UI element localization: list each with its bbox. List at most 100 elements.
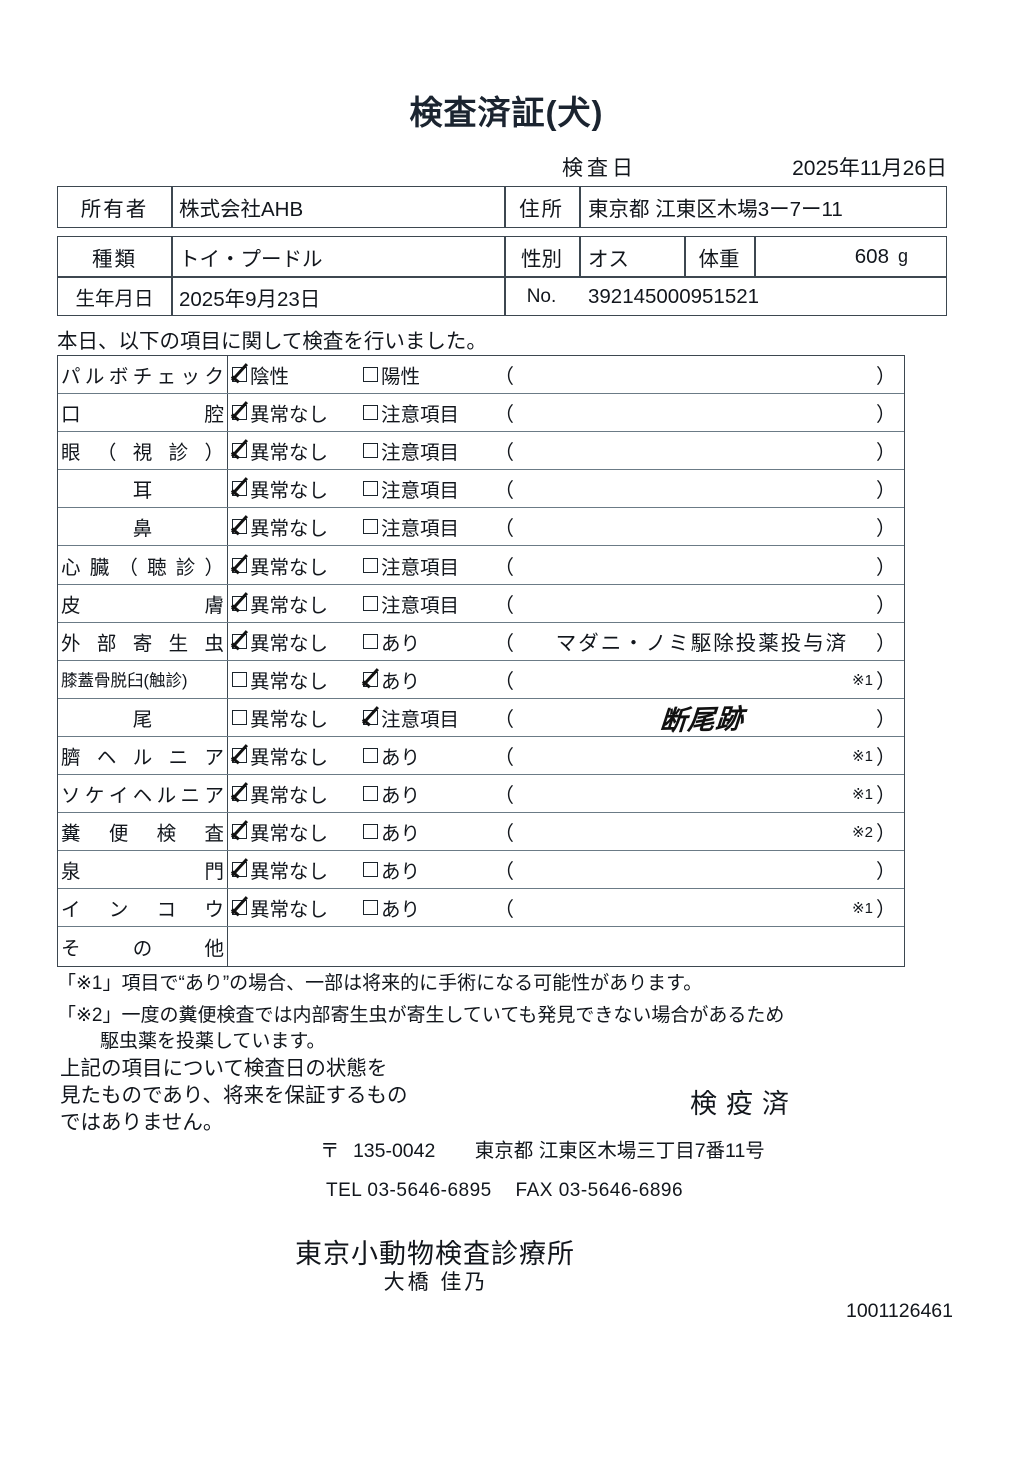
checklist-row-label: 口腔 (58, 394, 228, 432)
checkbox-option-abnormal[interactable]: 注意項目 (363, 703, 459, 732)
checkbox-option-abnormal[interactable]: あり (363, 855, 420, 884)
remark-paren-close: ） (876, 899, 896, 922)
checkbox-option-abnormal[interactable]: 注意項目 (363, 474, 459, 503)
checklist-row: ソケイヘルニア異常なし あり （ ） (58, 775, 904, 814)
checkbox-option-normal[interactable]: 異常なし (232, 627, 328, 656)
checkbox-empty-icon[interactable] (363, 405, 378, 421)
checkbox-option-abnormal[interactable]: 陽性 (363, 360, 420, 389)
checkbox-checked-icon[interactable] (232, 557, 247, 573)
remark-paren-close: ） (876, 594, 896, 617)
checklist-row: 膝蓋骨脱臼(触診) 異常なし あり （ ） (58, 660, 904, 699)
checkbox-checked-icon[interactable] (232, 747, 247, 763)
checkbox-option-normal[interactable]: 異常なし (232, 855, 328, 884)
checklist-row: インコウ異常なし あり （ ） (58, 889, 904, 928)
checklist-row-options: 異常なし あり （ ） (228, 851, 904, 888)
checkbox-empty-icon[interactable] (363, 481, 378, 497)
checkbox-empty-icon[interactable] (363, 633, 378, 649)
remark-paren-close: ） (876, 785, 896, 808)
checkbox-checked-icon[interactable] (232, 633, 247, 649)
checkbox-option-abnormal[interactable]: 注意項目 (363, 512, 459, 541)
checklist-row: その他 (58, 927, 904, 966)
checkbox-checked-icon[interactable] (232, 824, 247, 840)
checkbox-option-abnormal[interactable]: あり (363, 665, 420, 694)
checklist-row-label: ソケイヘルニア (58, 775, 228, 813)
checklist-row: 鼻異常なし 注意項目 （ ） (58, 508, 904, 547)
remark-paren-close: ） (876, 442, 896, 465)
checklist-row-label: 鼻 (58, 508, 228, 546)
checkbox-option-normal[interactable]: 異常なし (232, 474, 328, 503)
checkbox-checked-icon[interactable] (232, 862, 247, 878)
inspection-date-label: 検査日 (562, 157, 637, 180)
checkbox-empty-icon[interactable] (363, 557, 378, 573)
checkbox-option-normal[interactable]: 異常なし (232, 893, 328, 922)
checkbox-empty-icon[interactable] (363, 747, 378, 763)
checkbox-empty-icon[interactable] (363, 443, 378, 459)
checkbox-option-normal[interactable]: 異常なし (232, 589, 328, 618)
checkbox-checked-icon[interactable] (363, 671, 378, 687)
remark-paren-open: （ (494, 556, 514, 579)
remark-paren-close: ） (876, 518, 896, 541)
checkbox-empty-icon[interactable] (363, 862, 378, 878)
checkbox-option-normal[interactable]: 異常なし (232, 398, 328, 427)
checklist-row-label: 泉門 (58, 851, 228, 889)
handwritten-remark: 断尾跡 (658, 703, 746, 737)
checkbox-option-abnormal[interactable]: 注意項目 (363, 589, 459, 618)
checkbox-checked-icon[interactable] (232, 900, 247, 916)
checklist-row-label: 膝蓋骨脱臼(触診) (58, 660, 228, 698)
checkbox-option-abnormal[interactable]: あり (363, 893, 420, 922)
checkbox-option-normal[interactable]: 異常なし (232, 512, 328, 541)
checkbox-empty-icon[interactable] (363, 900, 378, 916)
checkbox-empty-icon[interactable] (363, 595, 378, 611)
checkbox-checked-icon[interactable] (363, 709, 378, 725)
checkbox-checked-icon[interactable] (232, 443, 247, 459)
checkbox-option-label: 異常なし (250, 404, 329, 427)
clinic-address: 東京都 江東区木場三丁目7番11号 (474, 1140, 765, 1162)
checkbox-empty-icon[interactable] (363, 519, 378, 535)
checklist-row-label: 臍ヘルニア (58, 736, 228, 775)
checkbox-option-abnormal[interactable]: あり (363, 627, 420, 656)
checklist-row-options: 異常なし あり （ ） (228, 889, 904, 926)
checkbox-option-normal[interactable]: 異常なし (232, 817, 328, 846)
checkbox-option-label: 注意項目 (381, 556, 460, 579)
checkbox-checked-icon[interactable] (232, 786, 247, 802)
checkbox-option-abnormal[interactable]: あり (363, 817, 420, 846)
checkbox-checked-icon[interactable] (232, 405, 247, 421)
checkbox-empty-icon[interactable] (232, 671, 247, 687)
checkbox-option-abnormal[interactable]: あり (363, 741, 420, 770)
checkbox-option-abnormal[interactable]: 注意項目 (363, 436, 459, 465)
checkbox-checked-icon[interactable] (232, 367, 247, 383)
checkbox-checked-icon[interactable] (232, 481, 247, 497)
checkbox-option-normal[interactable]: 異常なし (232, 436, 328, 465)
checkbox-checked-icon[interactable] (232, 595, 247, 611)
checklist-row-label: 皮膚 (58, 584, 228, 622)
checkbox-option-abnormal[interactable]: 注意項目 (363, 398, 459, 427)
remark-paren-close: ） (876, 823, 896, 846)
checkbox-option-label: 注意項目 (381, 480, 460, 503)
checkbox-option-normal[interactable]: 異常なし (232, 703, 328, 732)
checkbox-option-normal[interactable]: 異常なし (232, 665, 328, 694)
footnote-marker: ※1 (852, 786, 873, 804)
checklist-row: パルボチェック陰性 陽性 （ ） (58, 356, 904, 395)
checkbox-option-abnormal[interactable]: あり (363, 779, 420, 808)
remark-paren-close: ） (876, 670, 896, 693)
disclaimer-line-3: ではありません。 (60, 1111, 224, 1134)
page-title: 検査済証(犬) (409, 94, 604, 131)
owner-address-value: 東京都 江東区木場3ー7ー11 (588, 198, 843, 221)
checkbox-empty-icon[interactable] (363, 824, 378, 840)
checkbox-empty-icon[interactable] (363, 786, 378, 802)
checkbox-option-normal[interactable]: 異常なし (232, 779, 328, 808)
owner-label: 所有者 (80, 198, 149, 221)
checklist-row-options (228, 927, 904, 965)
checkbox-option-label: 注意項目 (381, 518, 460, 541)
checkbox-option-abnormal[interactable]: 注意項目 (363, 551, 459, 580)
checkbox-empty-icon[interactable] (363, 367, 378, 383)
checkbox-option-label: 陰性 (250, 366, 290, 389)
checkbox-option-normal[interactable]: 異常なし (232, 551, 328, 580)
checkbox-option-normal[interactable]: 異常なし (232, 741, 328, 770)
remark-paren-open: （ (494, 594, 514, 617)
remark-paren-open: （ (494, 746, 514, 769)
checkbox-checked-icon[interactable] (232, 519, 247, 535)
checkbox-option-label: 異常なし (250, 480, 329, 503)
checkbox-empty-icon[interactable] (232, 709, 247, 725)
checkbox-option-normal[interactable]: 陰性 (232, 360, 289, 389)
